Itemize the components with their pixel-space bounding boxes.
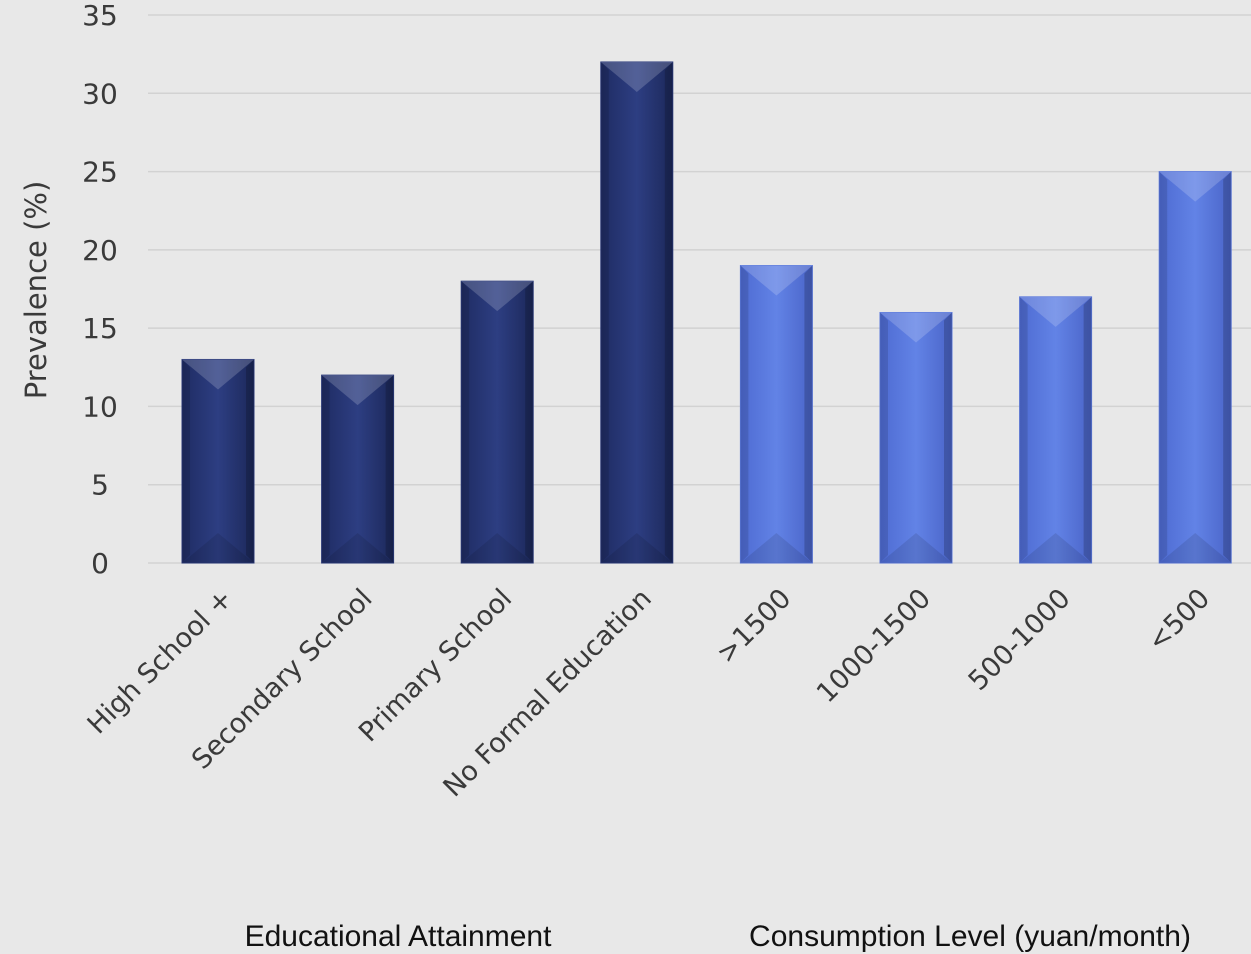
y-tick-label: 15 xyxy=(82,312,118,345)
bar-7 xyxy=(1158,171,1232,564)
bar-bottom-bevel xyxy=(182,533,254,563)
bar-bottom-bevel xyxy=(740,533,813,563)
bar-right-bevel xyxy=(1083,296,1092,563)
x-category-label: 1000-1500 xyxy=(811,583,937,709)
bar-top-bevel xyxy=(740,265,813,296)
bar-top-bevel xyxy=(1019,296,1092,327)
bar-rect xyxy=(879,311,953,564)
y-tick-label: 25 xyxy=(82,156,118,189)
bar-rect xyxy=(600,61,674,564)
group-title-educational-attainment: Educational Attainment xyxy=(245,920,553,953)
x-category-label: >1500 xyxy=(711,583,798,670)
bar-bottom-bevel xyxy=(600,533,673,563)
y-tick-label: 35 xyxy=(82,0,118,32)
bar-right-bevel xyxy=(664,61,673,563)
bar-right-bevel xyxy=(246,359,254,563)
bar-left-bevel xyxy=(740,265,749,563)
y-tick-label: 5 xyxy=(91,469,109,502)
bar-bottom-bevel xyxy=(1019,533,1092,563)
x-category-label: <500 xyxy=(1142,583,1216,657)
x-category-label: High School + xyxy=(82,583,239,740)
bar-right-bevel xyxy=(525,281,534,563)
bar-bottom-bevel xyxy=(1159,533,1232,563)
y-axis-title: Prevalence (%) xyxy=(19,181,53,400)
bar-rect xyxy=(321,374,395,564)
bar-0 xyxy=(181,358,255,564)
bar-2 xyxy=(460,280,534,564)
bar-1 xyxy=(321,374,395,564)
bar-left-bevel xyxy=(600,61,609,563)
bar-right-bevel xyxy=(944,312,952,563)
bar-top-bevel xyxy=(880,312,952,343)
x-category-label: Primary School xyxy=(353,583,518,748)
bar-bottom-bevel xyxy=(321,533,394,563)
bars xyxy=(181,61,1232,564)
y-tick-label: 30 xyxy=(82,77,118,110)
bar-left-bevel xyxy=(461,281,470,563)
bar-bottom-bevel xyxy=(880,533,952,563)
bar-bottom-bevel xyxy=(461,533,534,563)
bar-top-bevel xyxy=(1159,171,1232,202)
bar-rect xyxy=(739,265,813,564)
bar-top-bevel xyxy=(321,375,394,406)
x-category-label: 500-1000 xyxy=(963,583,1077,697)
bar-rect xyxy=(460,280,534,564)
bar-left-bevel xyxy=(1019,296,1028,563)
bar-top-bevel xyxy=(600,61,673,92)
bar-top-bevel xyxy=(182,359,254,390)
bar-3 xyxy=(600,61,674,564)
bar-left-bevel xyxy=(182,359,190,563)
y-axis-ticks: 0 5 10 15 20 25 30 35 xyxy=(82,0,118,580)
bar-4 xyxy=(739,265,813,564)
group-title-consumption-level: Consumption Level (yuan/month) xyxy=(749,920,1191,953)
bar-rect xyxy=(1019,296,1093,564)
bar-right-bevel xyxy=(1223,171,1232,564)
bar-left-bevel xyxy=(321,375,330,563)
y-tick-label: 20 xyxy=(82,234,118,267)
y-tick-label: 0 xyxy=(91,547,109,580)
bar-5 xyxy=(879,311,953,564)
bar-right-bevel xyxy=(385,375,394,563)
bar-top-bevel xyxy=(461,281,534,312)
bar-left-bevel xyxy=(1159,171,1168,564)
bar-6 xyxy=(1019,296,1093,564)
bar-right-bevel xyxy=(804,265,813,563)
y-tick-label: 10 xyxy=(82,390,118,423)
bar-rect xyxy=(181,358,255,564)
bar-left-bevel xyxy=(880,312,888,563)
bar-rect xyxy=(1158,171,1232,564)
